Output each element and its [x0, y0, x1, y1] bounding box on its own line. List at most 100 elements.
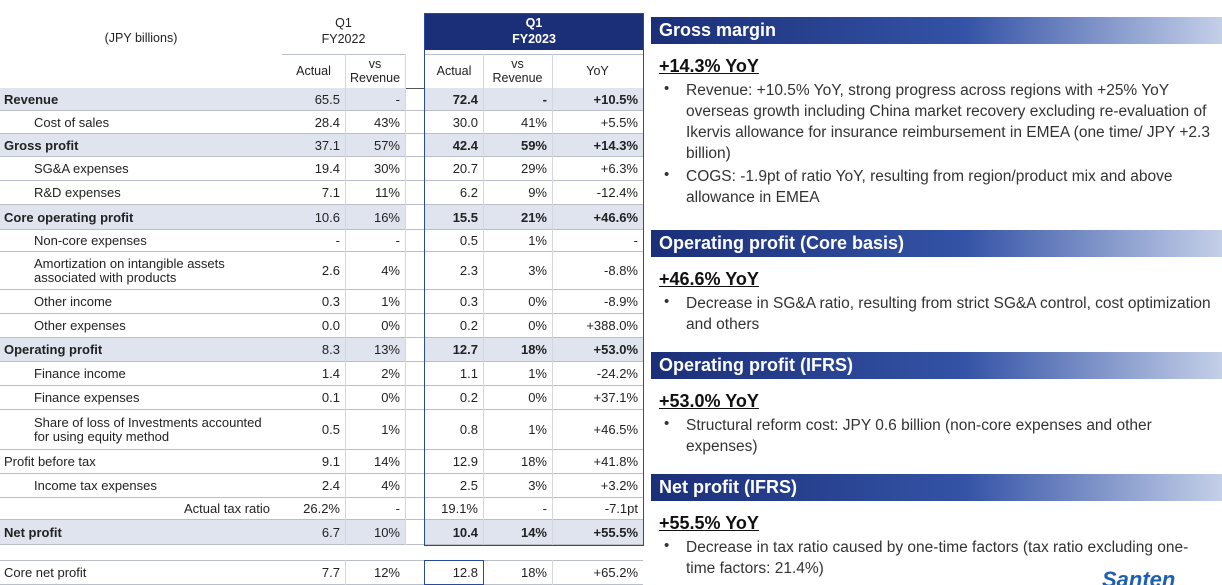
row-label: Finance expenses — [34, 390, 140, 405]
row-label: Other expenses — [34, 318, 126, 333]
cell: 14% — [520, 524, 547, 540]
section-headline: +14.3% YoY — [659, 56, 759, 76]
row-label: Actual tax ratio — [184, 501, 270, 516]
cell: - — [395, 233, 400, 248]
line — [0, 204, 643, 205]
row-label: Finance income — [34, 366, 126, 381]
cell: 1% — [528, 366, 547, 381]
cell: 28.4 — [314, 114, 340, 130]
cell: - — [633, 233, 638, 248]
cell: 0.0 — [321, 318, 340, 333]
cell: - — [542, 501, 547, 516]
line — [0, 409, 643, 410]
cell: 0.3 — [321, 294, 340, 309]
row-label: Gross profit — [4, 137, 79, 153]
cell: 2.3 — [459, 263, 478, 278]
cell: 0.1 — [321, 390, 340, 405]
cell: 1% — [528, 233, 547, 248]
row-shade — [0, 520, 405, 545]
cell: 1% — [381, 422, 400, 437]
cell: 0% — [528, 294, 547, 309]
cell: - — [542, 91, 547, 107]
cell: 18% — [520, 342, 547, 357]
group-header: FY2022 — [321, 32, 366, 46]
cell: 4% — [381, 263, 400, 278]
row-label: Profit before tax — [4, 454, 96, 469]
bullet-text: Structural reform cost: JPY 0.6 billion … — [686, 417, 1152, 455]
cell: 16% — [373, 209, 400, 225]
cell: 21% — [520, 209, 547, 225]
section-headline: +53.0% YoY — [659, 391, 759, 411]
section-headline: +46.6% YoY — [659, 269, 759, 289]
cell: 65.5 — [314, 91, 340, 107]
row-shade — [425, 88, 643, 111]
cell: 18% — [520, 454, 547, 469]
column-header: vs Revenue — [492, 57, 543, 85]
line — [0, 110, 643, 111]
line — [0, 361, 643, 362]
cell: 6.7 — [321, 524, 340, 540]
row-label: Core net profit — [4, 564, 87, 580]
cell: 3% — [528, 263, 547, 278]
cell: 0.3 — [459, 294, 478, 309]
cell: 1% — [381, 294, 400, 309]
cell: 59% — [520, 137, 547, 153]
cell: 0.5 — [321, 422, 340, 437]
group-header: Q1 — [335, 16, 352, 30]
row-label: Operating profit — [4, 342, 103, 357]
cell: +55.5% — [593, 524, 638, 540]
column-header: Actual — [296, 64, 331, 78]
row-label: Net profit — [4, 524, 62, 540]
cell: 12.8 — [452, 564, 478, 580]
cell: +37.1% — [593, 390, 638, 405]
cell: 10.6 — [314, 209, 340, 225]
cell: 11% — [374, 185, 400, 200]
cell: 19.1% — [441, 501, 478, 516]
cell: 2% — [381, 366, 400, 381]
cell: 0% — [528, 390, 547, 405]
column-header: Actual — [436, 64, 472, 78]
cell: 12.7 — [452, 342, 478, 357]
cell: 10% — [373, 524, 400, 540]
section-headline: +55.5% YoY — [659, 513, 759, 533]
cell: 2.5 — [459, 478, 478, 493]
vline — [345, 54, 346, 545]
vline — [552, 560, 553, 585]
cell: 42.4 — [452, 137, 478, 153]
row-shade — [0, 205, 405, 230]
cell: +14.3% — [593, 137, 638, 153]
section-title: Net profit (IFRS) — [651, 474, 1222, 501]
line — [282, 54, 405, 55]
group-header: FY2023 — [512, 32, 556, 46]
cell: - — [395, 501, 400, 516]
row-shade — [0, 338, 405, 362]
section-title: Operating profit (IFRS) — [651, 352, 1222, 379]
cell: 57% — [373, 137, 400, 153]
cell: 0% — [381, 390, 400, 405]
cell: 1% — [528, 422, 547, 437]
cell: 0.2 — [459, 318, 478, 333]
cell: 20.7 — [452, 161, 478, 176]
cell: -8.8% — [604, 263, 638, 278]
cell: 0% — [528, 318, 547, 333]
line — [0, 229, 643, 230]
line — [0, 156, 643, 157]
line — [0, 497, 643, 498]
cell: -7.1pt — [604, 501, 638, 516]
cell: 12.9 — [452, 454, 478, 469]
bullet-text: COGS: -1.9pt of ratio YoY, resulting fro… — [686, 168, 1173, 206]
row-shade — [425, 338, 643, 362]
cell: 6.2 — [459, 185, 478, 200]
cell: 7.1 — [321, 185, 340, 200]
row-label: SG&A expenses — [34, 161, 129, 176]
cell: 0% — [381, 318, 400, 333]
line — [0, 289, 643, 290]
header-band — [425, 14, 643, 50]
row-shade — [425, 520, 643, 545]
bullet-dot: • — [664, 415, 670, 432]
line — [0, 337, 643, 338]
bullet-text: Decrease in SG&A ratio, resulting from s… — [686, 295, 1211, 333]
cell: 30% — [373, 161, 400, 176]
cell: 15.5 — [452, 209, 478, 225]
